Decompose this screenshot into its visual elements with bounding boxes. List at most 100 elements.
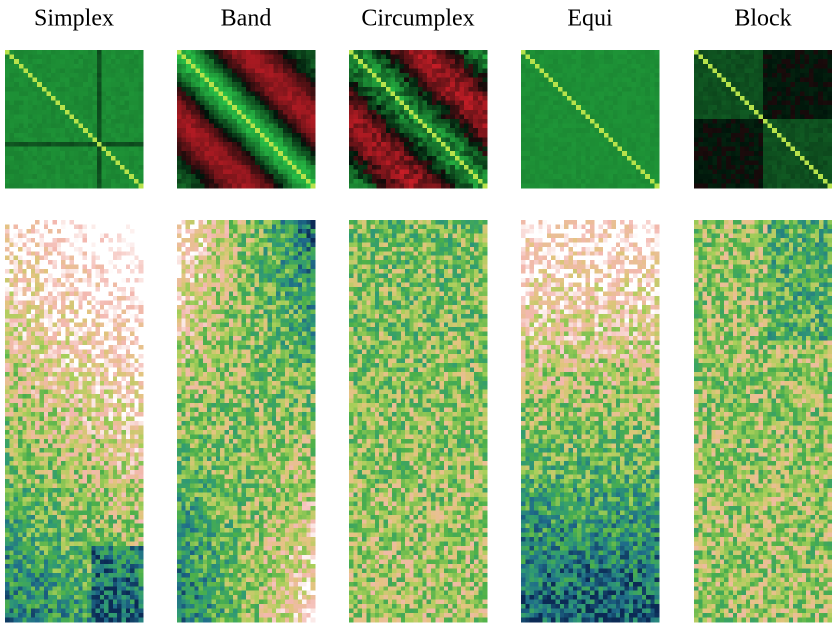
heatmap-cell: [65, 555, 70, 560]
heatmap-cell: [100, 600, 105, 605]
matrix-cell: [111, 87, 116, 92]
matrix-cell: [177, 147, 182, 152]
matrix-cell: [65, 128, 70, 133]
heatmap-cell: [220, 251, 225, 256]
heatmap-cell: [74, 291, 79, 296]
heatmap-cell: [57, 417, 62, 422]
heatmap-cell: [100, 439, 105, 444]
heatmap-cell: [177, 256, 182, 261]
heatmap-cell: [302, 242, 307, 247]
heatmap-cell: [22, 350, 27, 355]
matrix-cell: [115, 151, 120, 156]
heatmap-cell: [57, 376, 62, 381]
matrix-cell: [310, 114, 315, 119]
heatmap-cell: [109, 363, 114, 368]
matrix-cell: [120, 105, 125, 110]
matrix-cell: [195, 55, 200, 60]
heatmap-cell: [272, 224, 277, 229]
heatmap-cell: [65, 238, 70, 243]
matrix-cell: [134, 174, 139, 179]
heatmap-cell: [113, 367, 118, 372]
heatmap-cell: [52, 283, 57, 288]
matrix-cell: [237, 64, 242, 69]
matrix-cell: [260, 128, 265, 133]
heatmap-cell: [87, 408, 92, 413]
heatmap-cell: [14, 323, 19, 328]
matrix-cell: [88, 96, 93, 101]
heatmap-cell: [44, 283, 49, 288]
heatmap-cell: [121, 323, 126, 328]
heatmap-cell: [52, 341, 57, 346]
heatmap-cell: [27, 376, 32, 381]
heatmap-cell: [96, 497, 101, 502]
heatmap-cell: [70, 345, 75, 350]
matrix-cell: [241, 128, 246, 133]
matrix-cell: [269, 137, 274, 142]
heatmap-cell: [87, 537, 92, 542]
heatmap-cell: [113, 278, 118, 283]
heatmap-cell: [9, 484, 14, 489]
heatmap-cell: [91, 430, 96, 435]
matrix-cell: [23, 174, 28, 179]
heatmap-cell: [130, 260, 135, 265]
heatmap-cell: [272, 233, 277, 238]
heatmap-cell: [181, 229, 186, 234]
heatmap-cell: [91, 524, 96, 529]
heatmap-cell: [5, 555, 10, 560]
heatmap-cell: [57, 559, 62, 564]
matrix-cell: [115, 147, 120, 152]
matrix-cell: [205, 124, 210, 129]
heatmap-cell: [121, 309, 126, 314]
heatmap-cell: [126, 564, 131, 569]
heatmap-cell: [35, 448, 40, 453]
heatmap-cell: [70, 609, 75, 614]
matrix-cell: [125, 142, 130, 147]
matrix-cell: [191, 174, 196, 179]
heatmap-cell: [74, 542, 79, 547]
heatmap-cell: [57, 434, 62, 439]
matrix-cell: [83, 165, 88, 170]
heatmap-cell: [48, 466, 53, 471]
heatmap-cell: [121, 604, 126, 609]
heatmap-cell: [18, 448, 23, 453]
matrix-cell: [223, 147, 228, 152]
heatmap-cell: [83, 479, 88, 484]
heatmap-cell: [14, 448, 19, 453]
heatmap-cell: [134, 533, 139, 538]
heatmap-cell: [22, 595, 27, 600]
matrix-cell: [115, 50, 120, 55]
matrix-cell: [191, 59, 196, 64]
matrix-cell: [177, 91, 182, 96]
heatmap-cell: [83, 278, 88, 283]
heatmap-cell: [109, 350, 114, 355]
heatmap-cell: [57, 408, 62, 413]
heatmap-cell: [61, 376, 66, 381]
heatmap-cell: [130, 291, 135, 296]
heatmap-cell: [61, 403, 66, 408]
heatmap-cell: [109, 327, 114, 332]
heatmap-cell: [27, 519, 32, 524]
heatmap-cell: [104, 595, 109, 600]
heatmap-cell: [139, 604, 144, 609]
heatmap-cell: [65, 327, 70, 332]
heatmap-cell: [109, 229, 114, 234]
heatmap-cell: [311, 233, 316, 238]
heatmap-cell: [27, 323, 32, 328]
heatmap-cell: [78, 439, 83, 444]
heatmap-cell: [40, 350, 45, 355]
heatmap-cell: [87, 479, 92, 484]
heatmap-cell: [70, 600, 75, 605]
heatmap-cell: [100, 309, 105, 314]
matrix-cell: [237, 174, 242, 179]
heatmap-cell: [117, 546, 122, 551]
matrix-cell: [5, 64, 10, 69]
heatmap-cell: [27, 439, 32, 444]
matrix-cell: [102, 64, 107, 69]
heatmap-cell: [61, 466, 66, 471]
matrix-cell: [287, 133, 292, 138]
heatmap-cell: [134, 591, 139, 596]
heatmap-cell: [130, 296, 135, 301]
heatmap-cell: [104, 519, 109, 524]
matrix-cell: [28, 78, 33, 83]
matrix-cell: [69, 124, 74, 129]
